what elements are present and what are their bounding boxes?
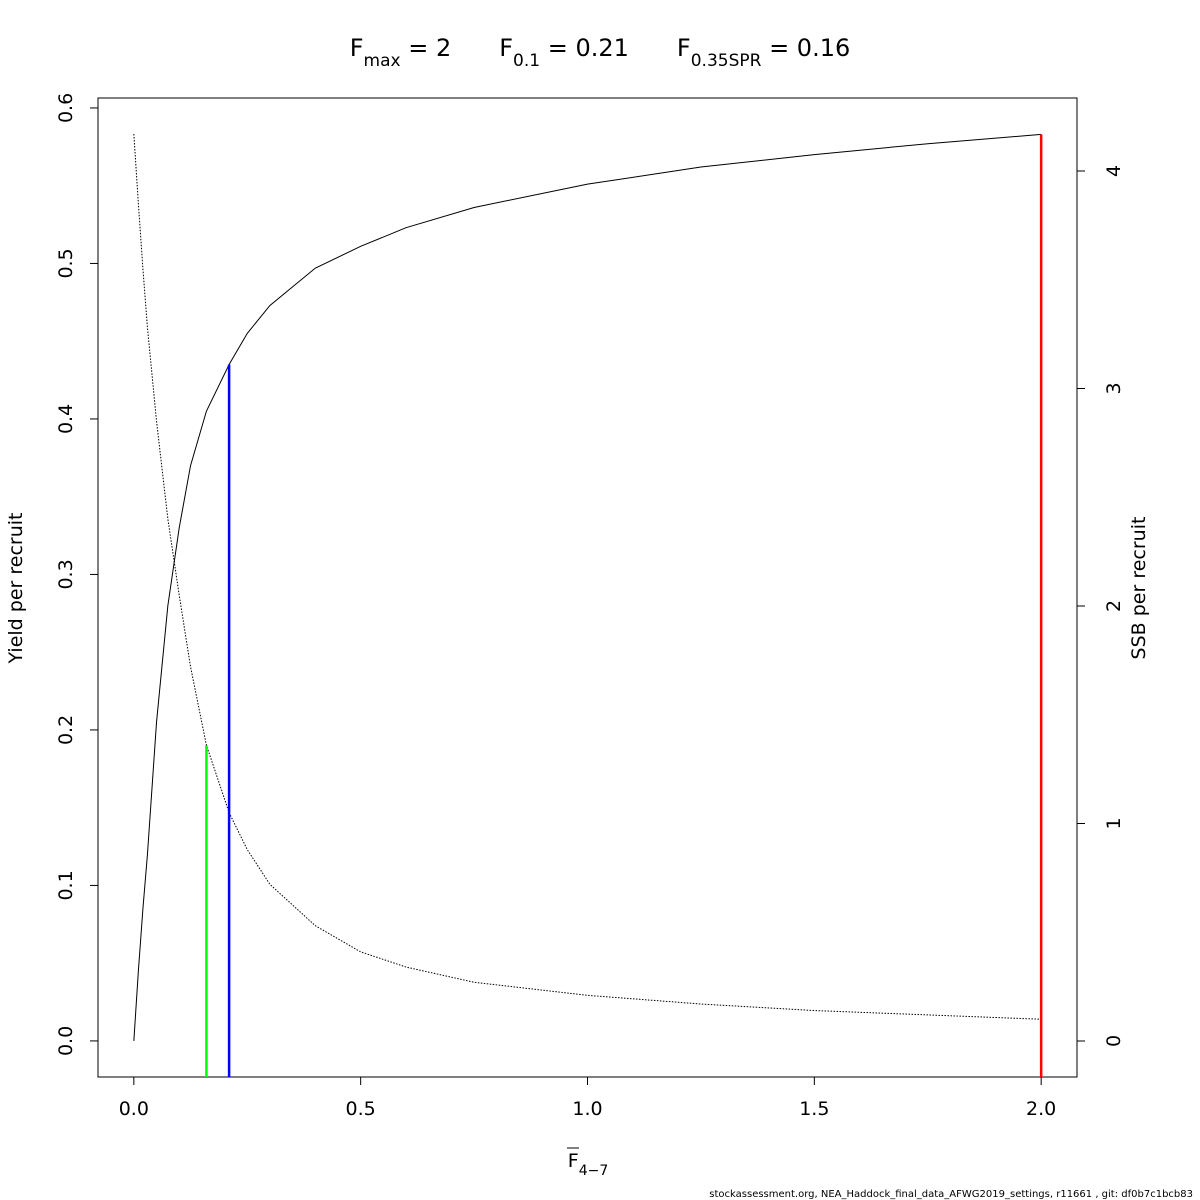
series-line xyxy=(133,133,1042,1020)
title-spacer xyxy=(451,34,499,62)
y2-axis-label: SSB per recruit xyxy=(1128,517,1150,660)
x-tick-label: 1.5 xyxy=(799,1098,829,1120)
x-tick-label: 1.0 xyxy=(572,1098,602,1120)
title-rest: = 0.16 xyxy=(761,34,850,62)
x-tick-label: 0.0 xyxy=(119,1098,149,1120)
title-spacer xyxy=(629,34,677,62)
y-axis-label: Yield per recruit xyxy=(5,513,27,665)
x-axis-label: F4−7 xyxy=(568,1150,608,1179)
y2-tick-label: 0 xyxy=(1103,1035,1125,1047)
title-sub: max xyxy=(364,51,401,71)
footer: stockassessment.org, NEA_Haddock_final_d… xyxy=(709,1189,1193,1200)
x-label-main: F xyxy=(568,1150,579,1172)
title-sub: 0.35SPR xyxy=(691,51,762,71)
y-tick-label: 0.1 xyxy=(55,870,77,900)
y2-tick-label: 1 xyxy=(1103,817,1125,829)
y-tick-label: 0.5 xyxy=(55,248,77,278)
y-tick-label: 0.4 xyxy=(55,404,77,434)
x-tick-label: 2.0 xyxy=(1026,1098,1056,1120)
x-label-sub: 4−7 xyxy=(579,1163,609,1179)
y2-tick-label: 4 xyxy=(1103,165,1125,177)
title-rest: = 2 xyxy=(401,34,452,62)
title-main: F xyxy=(350,34,364,62)
title-rest: = 0.21 xyxy=(540,34,629,62)
title-main: F xyxy=(677,34,691,62)
x-tick-label: 0.5 xyxy=(346,1098,376,1120)
y-tick-label: 0.6 xyxy=(55,93,77,123)
chart-title: Fmax = 2 F0.1 = 0.21 F0.35SPR = 0.16 xyxy=(350,34,851,71)
y-tick-label: 0.3 xyxy=(55,559,77,589)
y2-tick-label: 2 xyxy=(1103,600,1125,612)
series-line xyxy=(133,133,1042,1041)
y-tick-label: 0.0 xyxy=(55,1026,77,1056)
y2-tick-label: 3 xyxy=(1103,382,1125,394)
title-main: F xyxy=(499,34,513,62)
y-tick-label: 0.2 xyxy=(55,715,77,745)
title-sub: 0.1 xyxy=(513,51,540,71)
